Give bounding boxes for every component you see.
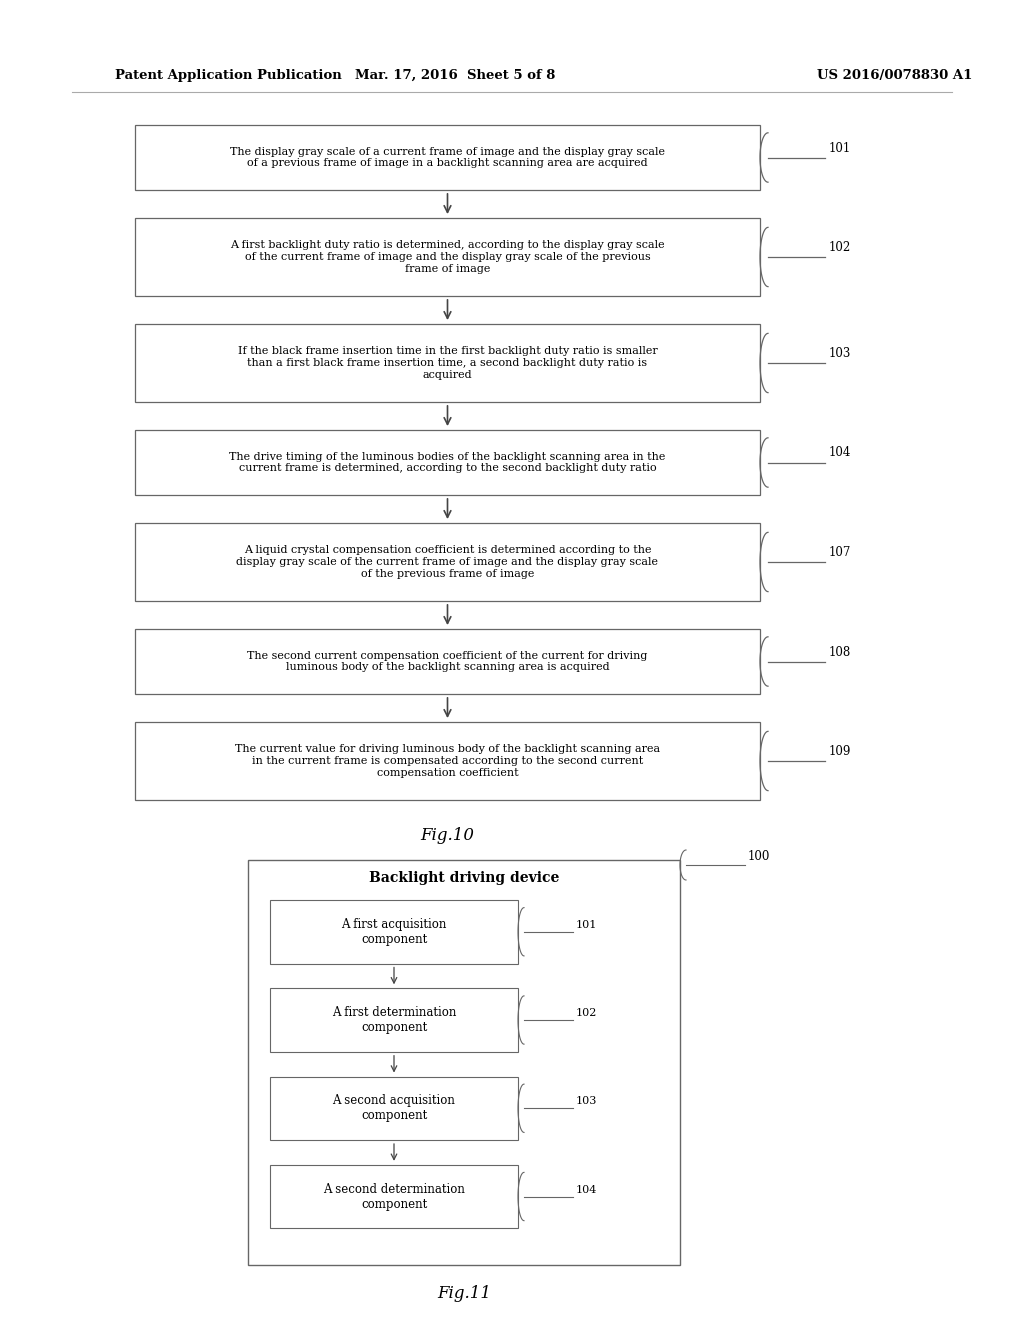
- Text: 103: 103: [829, 347, 851, 360]
- Text: 102: 102: [575, 1008, 597, 1018]
- Text: 104: 104: [575, 1184, 597, 1195]
- Text: 104: 104: [829, 446, 851, 459]
- Text: Fig.11: Fig.11: [437, 1284, 490, 1302]
- Bar: [135, 430, 760, 495]
- Text: A first acquisition
component: A first acquisition component: [341, 917, 446, 945]
- Text: A second determination
component: A second determination component: [323, 1183, 465, 1210]
- Bar: [270, 900, 518, 964]
- Text: Patent Application Publication: Patent Application Publication: [115, 69, 342, 82]
- Text: US 2016/0078830 A1: US 2016/0078830 A1: [817, 69, 973, 82]
- Text: A liquid crystal compensation coefficient is determined according to the
display: A liquid crystal compensation coefficien…: [237, 545, 658, 578]
- Text: If the black frame insertion time in the first backlight duty ratio is smaller
t: If the black frame insertion time in the…: [238, 346, 657, 380]
- Text: 107: 107: [829, 546, 851, 558]
- Bar: [270, 989, 518, 1052]
- Bar: [135, 323, 760, 403]
- Bar: [135, 218, 760, 296]
- Text: The display gray scale of a current frame of image and the display gray scale
of: The display gray scale of a current fram…: [230, 147, 665, 168]
- Bar: [135, 722, 760, 800]
- Text: The drive timing of the luminous bodies of the backlight scanning area in the
cu: The drive timing of the luminous bodies …: [229, 451, 666, 474]
- Text: 103: 103: [575, 1097, 597, 1106]
- Text: 100: 100: [748, 850, 770, 863]
- Bar: [248, 861, 680, 1265]
- Text: The current value for driving luminous body of the backlight scanning area
in th: The current value for driving luminous b…: [234, 744, 660, 777]
- Bar: [135, 523, 760, 601]
- Text: The second current compensation coefficient of the current for driving
luminous : The second current compensation coeffici…: [248, 651, 648, 672]
- Text: 101: 101: [829, 141, 851, 154]
- Bar: [135, 125, 760, 190]
- Bar: [270, 1077, 518, 1140]
- Text: 101: 101: [575, 920, 597, 929]
- Text: A first determination
component: A first determination component: [332, 1006, 456, 1034]
- Text: A first backlight duty ratio is determined, according to the display gray scale
: A first backlight duty ratio is determin…: [230, 240, 665, 273]
- Text: 102: 102: [829, 242, 851, 253]
- Text: A second acquisition
component: A second acquisition component: [333, 1094, 456, 1122]
- Text: Backlight driving device: Backlight driving device: [369, 871, 559, 884]
- Text: 108: 108: [829, 645, 851, 659]
- Text: 109: 109: [829, 744, 851, 758]
- Text: Fig.10: Fig.10: [421, 826, 474, 843]
- Bar: [135, 630, 760, 694]
- Text: Mar. 17, 2016  Sheet 5 of 8: Mar. 17, 2016 Sheet 5 of 8: [354, 69, 555, 82]
- Bar: [270, 1164, 518, 1229]
